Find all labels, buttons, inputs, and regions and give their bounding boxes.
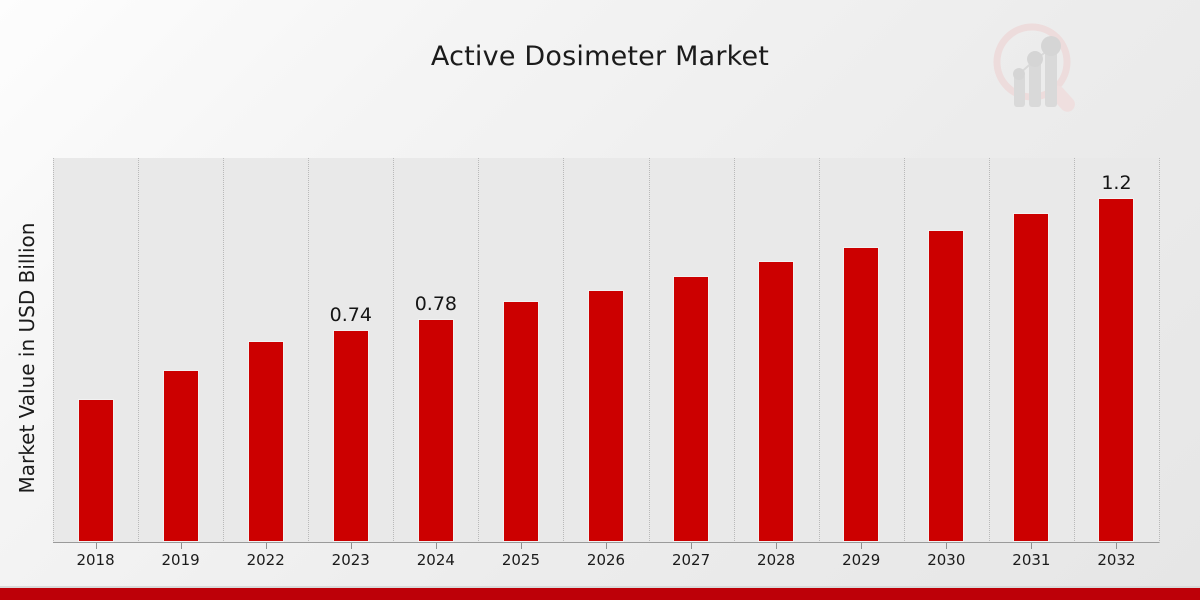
x-axis-tick	[435, 543, 437, 549]
x-axis-tick	[946, 543, 948, 549]
x-axis-tick	[606, 543, 607, 549]
x-axis-tick	[95, 543, 97, 549]
x-axis-tick	[520, 543, 522, 549]
x-axis-tick-label: 2026	[586, 551, 626, 569]
footer-divider	[0, 586, 1200, 588]
x-axis-tick	[180, 543, 182, 549]
bar[interactable]	[77, 398, 114, 542]
gridline	[478, 158, 480, 543]
x-axis-tick-label: 2018	[76, 551, 115, 569]
x-axis-tick-label: 2024	[416, 551, 455, 569]
x-axis-tick-label: 2030	[927, 551, 966, 569]
x-axis-tick-label: 2022	[246, 551, 285, 569]
gridline	[393, 158, 395, 543]
footer-band	[0, 588, 1200, 600]
gridline	[988, 158, 991, 543]
bar[interactable]	[673, 275, 710, 542]
x-axis-tick	[1031, 543, 1033, 549]
x-axis-tick	[265, 543, 267, 549]
bar[interactable]	[1013, 212, 1050, 542]
bar[interactable]	[332, 329, 369, 542]
bar[interactable]	[502, 301, 539, 542]
bar-value-label: 0.78	[414, 292, 457, 315]
x-axis-tick-label: 2023	[331, 551, 370, 569]
gridline	[733, 158, 736, 543]
bar[interactable]	[928, 229, 965, 542]
bar[interactable]	[1098, 198, 1135, 542]
x-axis-tick-label: 2019	[161, 551, 200, 569]
x-axis-tick-label: 2028	[757, 551, 796, 569]
gridline	[308, 158, 310, 543]
x-axis-tick	[691, 543, 693, 549]
bar[interactable]	[247, 341, 284, 542]
x-axis-tick	[776, 543, 778, 549]
gridline	[1159, 158, 1161, 543]
gridline	[903, 158, 906, 543]
gridline	[223, 158, 225, 543]
gridline	[1073, 158, 1076, 543]
gridline	[138, 158, 140, 543]
bar[interactable]	[843, 246, 880, 542]
gridline	[648, 158, 651, 543]
bar[interactable]	[758, 261, 795, 542]
y-axis-title: Market Value in USD Billion	[15, 222, 39, 494]
bar-value-label: 1.2	[1101, 172, 1132, 195]
x-axis-tick	[861, 543, 863, 549]
x-axis-tick-label: 2031	[1012, 551, 1051, 569]
x-axis-tick-label: 2025	[501, 551, 541, 569]
gridline	[563, 158, 565, 543]
x-axis-tick-label: 2029	[842, 551, 881, 569]
gridline	[53, 158, 55, 543]
gridline	[818, 158, 821, 543]
bar[interactable]	[588, 289, 624, 542]
x-axis-tick-label: 2027	[671, 551, 711, 569]
bar[interactable]	[417, 318, 454, 542]
x-axis-line	[53, 542, 1159, 543]
x-axis-tick-label: 2032	[1097, 551, 1136, 569]
x-axis-tick	[350, 543, 352, 549]
magnifier-bar-chart-logo-icon	[985, 18, 1085, 118]
chart-title: Active Dosimeter Market	[430, 41, 770, 72]
bar-value-label: 0.74	[329, 303, 372, 326]
x-axis-tick	[1116, 543, 1118, 549]
bar[interactable]	[162, 370, 199, 542]
